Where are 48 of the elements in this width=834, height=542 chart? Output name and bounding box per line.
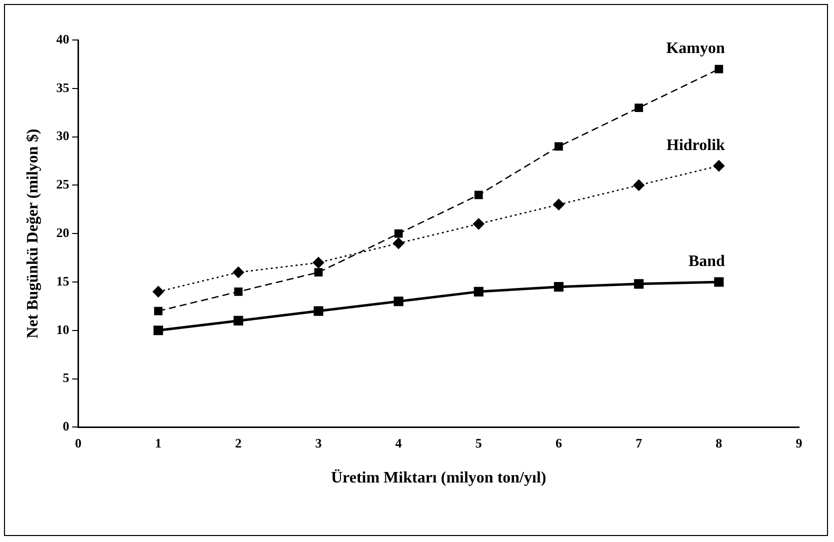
point (474, 190, 483, 200)
series-label: Hidrolik (666, 136, 726, 154)
y-tick-label: 15 (56, 273, 70, 288)
y-tick-label: 35 (56, 80, 70, 95)
x-tick-label: 9 (796, 435, 803, 450)
y-axis-title: Net Bugünkü Değer (milyon $) (24, 128, 42, 338)
x-tick-label: 4 (395, 435, 402, 450)
x-tick-label: 6 (555, 435, 562, 450)
point (554, 282, 564, 292)
point (713, 160, 725, 172)
series-label: Kamyon (666, 40, 726, 58)
point (234, 316, 244, 326)
point (314, 268, 323, 277)
x-axis-title: Üretim Miktarı (milyon ton/yıl) (330, 468, 546, 487)
point (634, 104, 644, 112)
y-tick-label: 30 (56, 128, 70, 144)
point (553, 198, 564, 210)
x-tick-label: 5 (475, 435, 482, 450)
y-tick-label: 10 (56, 322, 70, 337)
x-tick-label: 0 (74, 435, 82, 450)
point (394, 296, 404, 306)
y-tick-label: 20 (56, 224, 70, 240)
point (314, 306, 324, 316)
point (234, 287, 243, 296)
point (152, 286, 164, 298)
point (394, 229, 403, 238)
point (312, 256, 324, 268)
y-tick-label: 5 (62, 370, 70, 386)
x-tick-label: 3 (315, 435, 322, 450)
series-label: Band (688, 253, 726, 270)
point (474, 286, 484, 296)
x-tick-label: 8 (716, 435, 723, 450)
point (633, 180, 644, 191)
point (154, 306, 162, 316)
x-tick-label: 7 (636, 435, 643, 450)
y-tick-label: 25 (56, 176, 70, 192)
point (392, 238, 404, 249)
point (232, 266, 244, 278)
x-tick-label: 2 (235, 435, 242, 450)
point (714, 64, 724, 74)
point (634, 279, 644, 289)
point (154, 326, 164, 336)
y-tick-label: 0 (62, 418, 70, 434)
y-tick-label: 40 (56, 31, 70, 46)
point (472, 218, 484, 230)
point (554, 142, 563, 151)
point (714, 277, 724, 287)
x-tick-label: 1 (155, 435, 162, 450)
